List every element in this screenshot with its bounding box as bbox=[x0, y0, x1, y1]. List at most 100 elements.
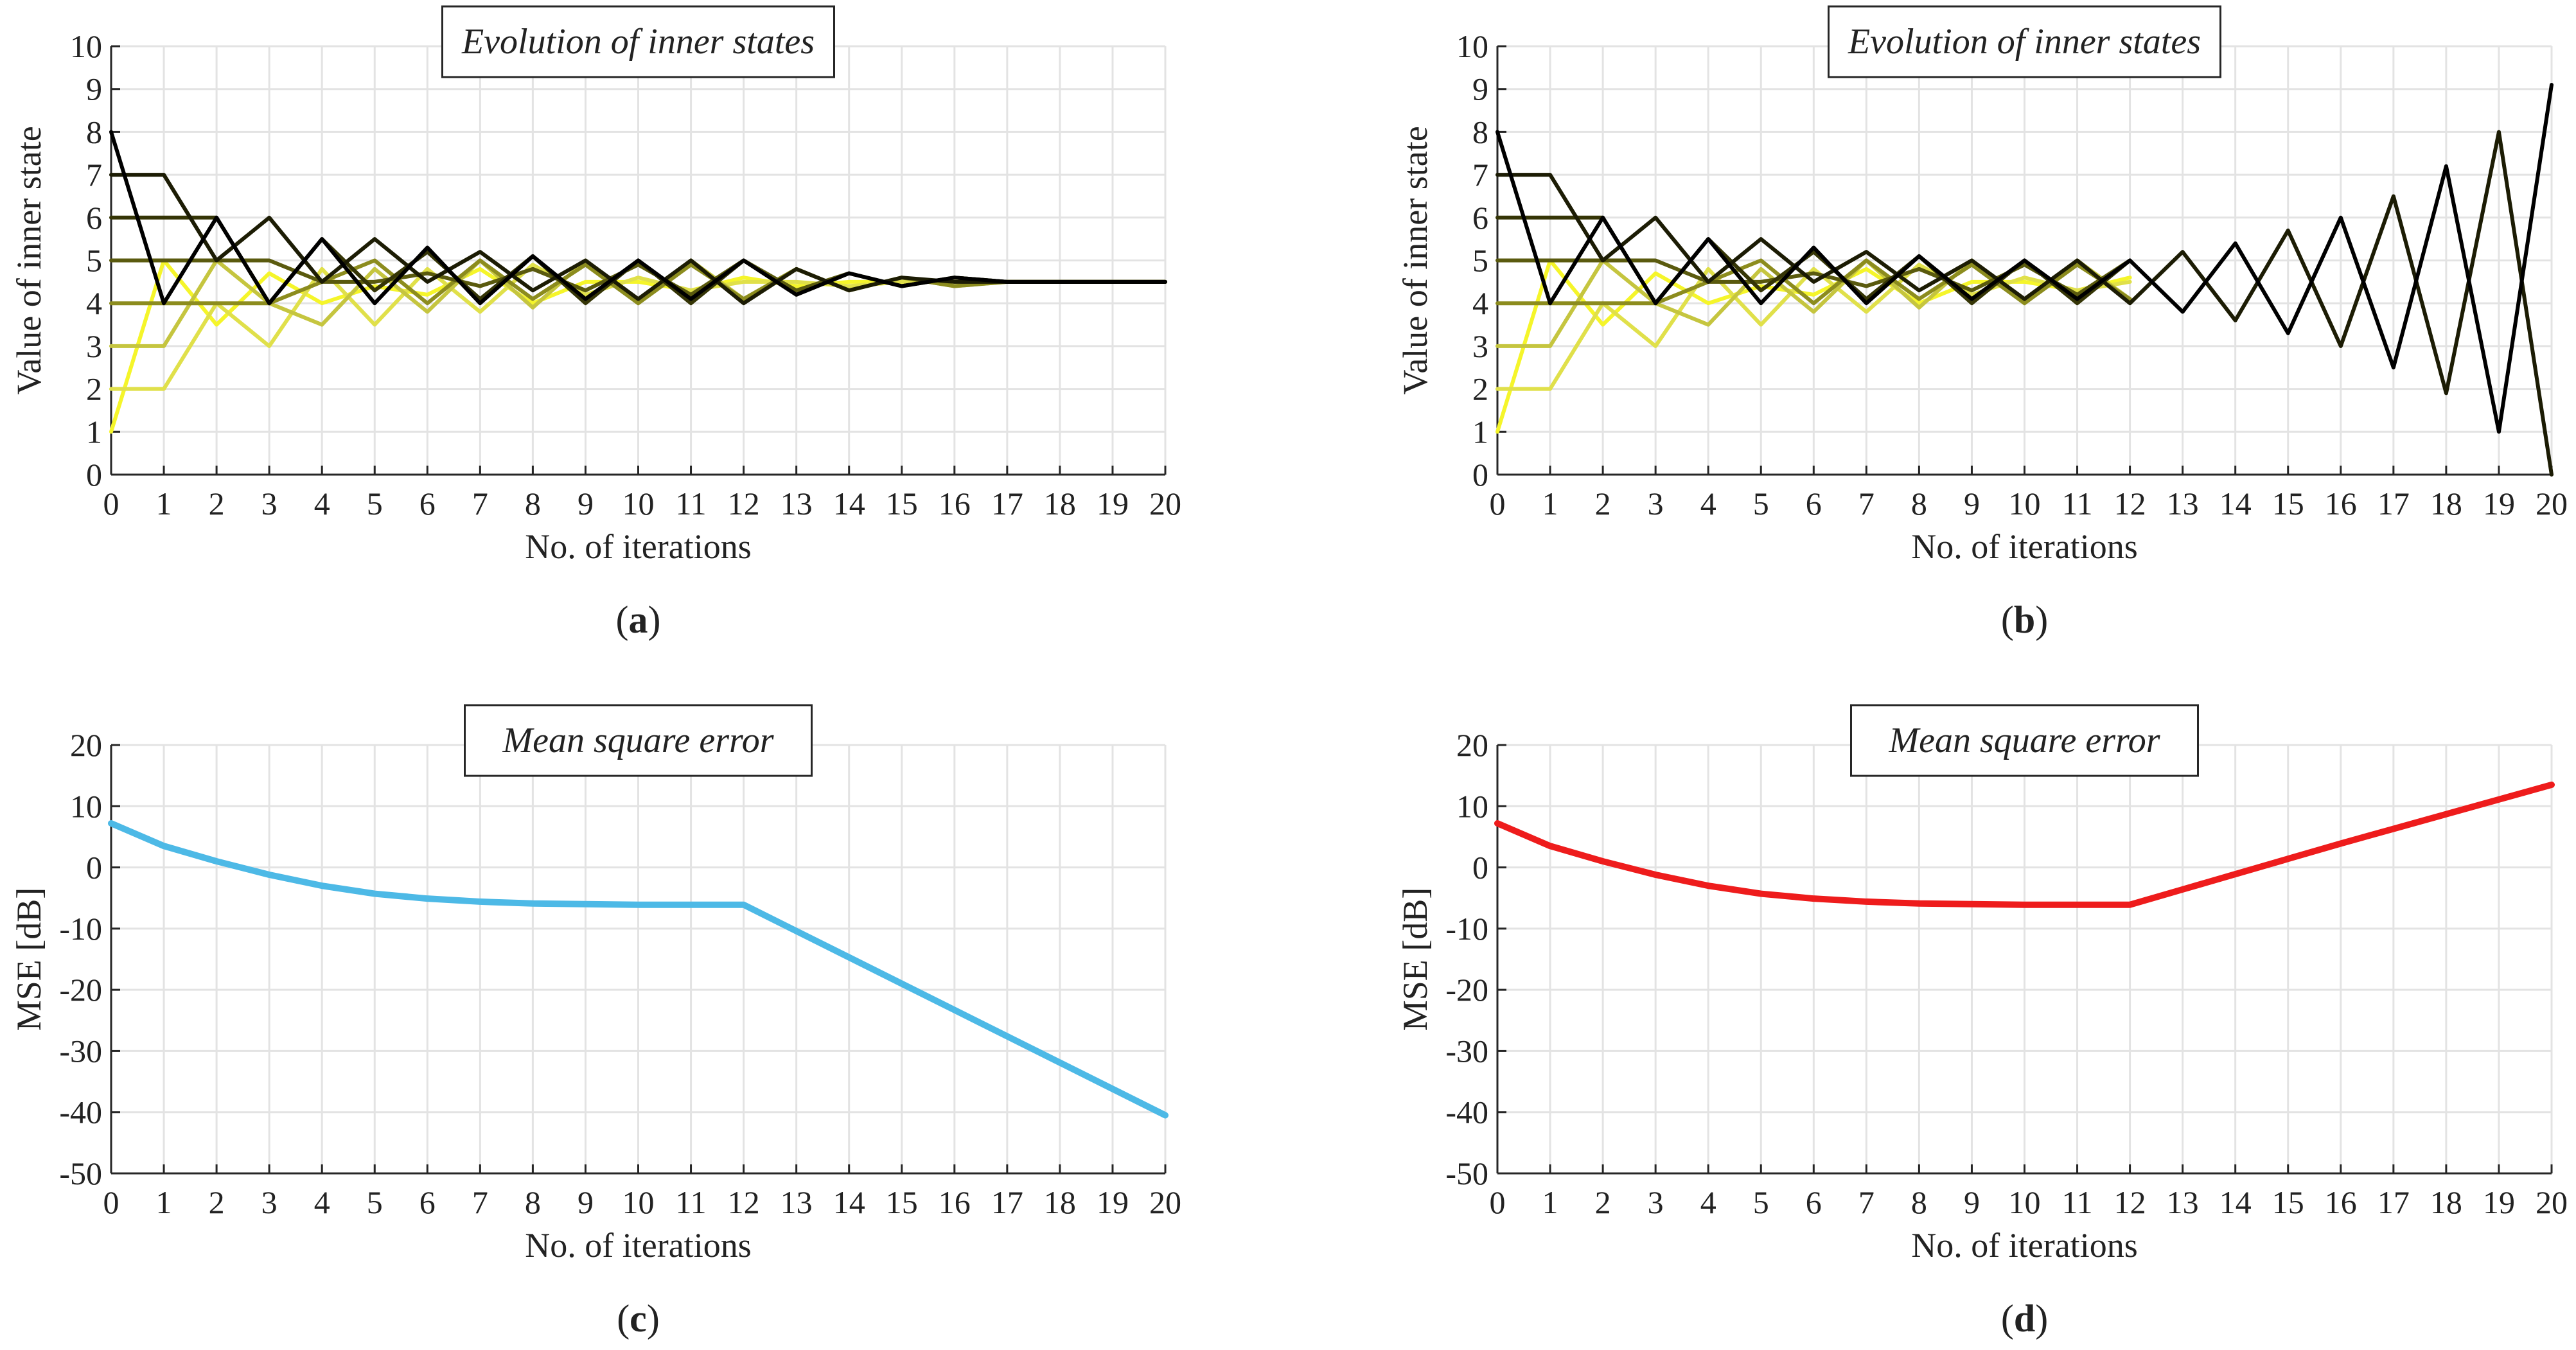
x-tick-label: 20 bbox=[2536, 486, 2568, 522]
series-line-state-8 bbox=[1495, 83, 2554, 434]
x-tick-label: 4 bbox=[1700, 1184, 1716, 1220]
y-tick-label: 9 bbox=[86, 71, 102, 107]
x-tick-label: 7 bbox=[1858, 486, 1875, 522]
x-tick-label: 12 bbox=[728, 486, 760, 522]
x-tick-label: 12 bbox=[728, 1184, 760, 1220]
series-line-MSE bbox=[1494, 781, 2555, 908]
y-tick-label: -50 bbox=[59, 1155, 102, 1191]
x-tick-label: 17 bbox=[991, 486, 1023, 522]
y-tick-label: -40 bbox=[59, 1094, 102, 1130]
y-tick-label: 8 bbox=[1472, 114, 1488, 150]
chart-title: Evolution of inner states bbox=[461, 22, 815, 62]
chart-title: Evolution of inner states bbox=[1848, 22, 2201, 62]
chart-title-box bbox=[1828, 5, 2221, 78]
y-tick-label: 10 bbox=[1456, 788, 1488, 824]
y-tick-label: -40 bbox=[1445, 1094, 1488, 1130]
x-tick-label: 6 bbox=[1806, 486, 1822, 522]
x-tick-label: 16 bbox=[2325, 486, 2357, 522]
series-line-state-4 bbox=[1495, 258, 2132, 306]
y-tick-label: 1 bbox=[86, 414, 102, 450]
x-tick-label: 9 bbox=[1964, 486, 1980, 522]
panel-caption: (b) bbox=[2001, 599, 2048, 641]
x-tick-label: 0 bbox=[103, 1184, 119, 1220]
x-tick-label: 11 bbox=[2061, 1184, 2092, 1220]
series-line-state-8 bbox=[109, 130, 1167, 306]
x-tick-label: 19 bbox=[1097, 1184, 1129, 1220]
x-tick-label: 5 bbox=[1753, 1184, 1769, 1220]
x-tick-label: 16 bbox=[939, 486, 971, 522]
x-tick-label: 15 bbox=[886, 486, 918, 522]
x-tick-label: 17 bbox=[2378, 486, 2410, 522]
x-tick-label: 6 bbox=[419, 1184, 436, 1220]
x-tick-label: 14 bbox=[2219, 1184, 2252, 1220]
x-tick-label: 7 bbox=[1858, 1184, 1875, 1220]
x-tick-label: 13 bbox=[781, 1184, 813, 1220]
y-tick-label: 0 bbox=[86, 457, 102, 493]
y-tick-label: -30 bbox=[1445, 1033, 1488, 1069]
chart-title-box bbox=[1850, 704, 2199, 777]
x-tick-label: 7 bbox=[472, 1184, 488, 1220]
x-tick-label: 0 bbox=[1490, 486, 1506, 522]
y-tick-label: 4 bbox=[86, 285, 102, 321]
x-tick-label: 10 bbox=[2009, 486, 2041, 522]
y-tick-label: 20 bbox=[70, 727, 102, 763]
y-tick-label: 20 bbox=[1456, 727, 1488, 763]
y-tick-label: 6 bbox=[86, 200, 102, 236]
y-tick-label: 0 bbox=[1472, 457, 1488, 493]
panel-caption: (c) bbox=[617, 1297, 660, 1340]
chart-panel-d: 0 1 2 3 4 5 6 7 8 9 10 11 12 13 14 15 16 17 18 19 20-50-40-3… bbox=[1396, 704, 2568, 1340]
x-tick-label: 4 bbox=[314, 486, 330, 522]
panel-caption-letter: a bbox=[629, 599, 648, 641]
x-axis-label: No. of iterations bbox=[525, 527, 751, 566]
x-tick-label: 18 bbox=[2430, 486, 2462, 522]
y-tick-label: 1 bbox=[1472, 414, 1488, 450]
x-tick-label: 13 bbox=[2167, 486, 2199, 522]
x-tick-label: 3 bbox=[1648, 1184, 1664, 1220]
y-tick-label: -50 bbox=[1445, 1155, 1488, 1191]
y-tick-label: 7 bbox=[1472, 157, 1488, 193]
y-tick-label: 2 bbox=[86, 371, 102, 407]
x-axis-label: No. of iterations bbox=[1911, 527, 2137, 566]
x-tick-label: 1 bbox=[156, 1184, 172, 1220]
x-tick-label: 0 bbox=[1490, 1184, 1506, 1220]
y-tick-label: 6 bbox=[1472, 200, 1488, 236]
x-tick-label: 13 bbox=[781, 486, 813, 522]
x-tick-label: 12 bbox=[2114, 486, 2146, 522]
x-tick-label: 8 bbox=[1911, 1184, 1927, 1220]
x-tick-label: 5 bbox=[367, 486, 383, 522]
y-tick-label: 3 bbox=[86, 328, 102, 364]
y-tick-label: 3 bbox=[1472, 328, 1488, 364]
x-tick-label: 13 bbox=[2167, 1184, 2199, 1220]
y-tick-label: -10 bbox=[1445, 911, 1488, 947]
x-tick-label: 8 bbox=[525, 486, 541, 522]
x-tick-label: 16 bbox=[2325, 1184, 2357, 1220]
x-tick-label: 2 bbox=[209, 486, 225, 522]
x-tick-label: 2 bbox=[1595, 1184, 1611, 1220]
y-tick-label: 7 bbox=[86, 157, 102, 193]
y-tick-label: 0 bbox=[86, 850, 102, 886]
x-tick-label: 3 bbox=[1648, 486, 1664, 522]
x-tick-label: 19 bbox=[1097, 486, 1129, 522]
x-tick-label: 20 bbox=[1149, 1184, 1181, 1220]
x-tick-label: 18 bbox=[1044, 486, 1076, 522]
x-tick-label: 18 bbox=[2430, 1184, 2462, 1220]
x-tick-label: 9 bbox=[1964, 1184, 1980, 1220]
y-tick-label: 10 bbox=[70, 28, 102, 64]
x-tick-label: 14 bbox=[833, 1184, 865, 1220]
panel-caption-letter: b bbox=[2014, 599, 2035, 641]
x-tick-label: 3 bbox=[261, 486, 278, 522]
series-line-MSE bbox=[108, 820, 1169, 1119]
x-tick-label: 3 bbox=[261, 1184, 278, 1220]
x-tick-label: 20 bbox=[1149, 486, 1181, 522]
x-axis-label: No. of iterations bbox=[1911, 1226, 2137, 1265]
x-tick-label: 1 bbox=[156, 486, 172, 522]
x-tick-label: 19 bbox=[2483, 1184, 2515, 1220]
chart-title-box bbox=[441, 5, 835, 78]
y-tick-label: 8 bbox=[86, 114, 102, 150]
y-tick-label: -20 bbox=[1445, 972, 1488, 1008]
x-tick-label: 20 bbox=[2536, 1184, 2568, 1220]
chart-panel-c: 0 1 2 3 4 5 6 7 8 9 10 11 12 13 14 15 16 17 18 19 20-50-40-3… bbox=[10, 704, 1181, 1340]
x-tick-label: 1 bbox=[1542, 486, 1558, 522]
x-axis-label: No. of iterations bbox=[525, 1226, 751, 1265]
